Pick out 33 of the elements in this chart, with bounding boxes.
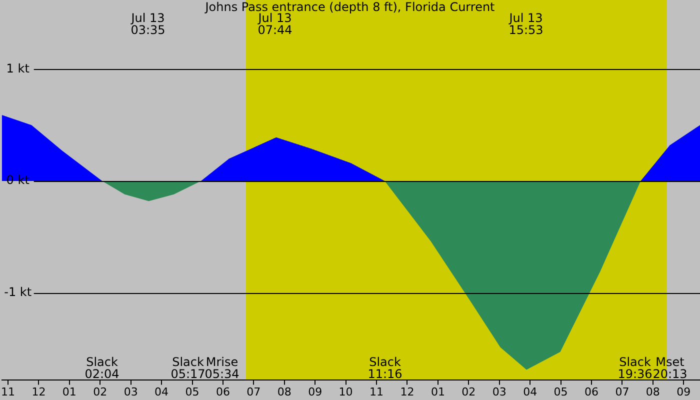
x-tick-label: 03	[124, 385, 138, 398]
annotation: Slack 02:04	[84, 354, 120, 381]
x-tick-label: 05	[185, 385, 200, 398]
x-tick-label: 09	[676, 385, 691, 398]
x-tick-label: 02	[93, 385, 108, 398]
x-tick-label: 06	[584, 385, 598, 398]
x-tick-label: 03	[492, 385, 506, 398]
x-tick-label: 04	[523, 385, 538, 398]
y-tick-label: -1 kt	[4, 284, 32, 299]
annotation: Jul 13 03:35	[130, 11, 166, 38]
x-tick-label: 07	[615, 385, 630, 398]
x-tick-label: 04	[154, 385, 169, 398]
x-tick-label: 08	[277, 385, 292, 398]
annotation: Mrise 05:34	[204, 354, 240, 381]
annotation: Jul 13 15:53	[508, 11, 544, 38]
annotation: Slack 19:36	[618, 354, 652, 381]
x-tick-label: 06	[216, 385, 230, 398]
x-tick-label: 01	[430, 385, 445, 398]
x-tick-label: 02	[462, 385, 476, 398]
y-tick-label: 1 kt	[6, 61, 30, 76]
x-tick-label: 01	[62, 385, 76, 398]
annotation: Slack 05:17	[170, 354, 206, 381]
annotation: Slack 11:16	[368, 354, 402, 381]
x-tick-label: 07	[246, 385, 261, 398]
x-tick-label: 08	[646, 385, 660, 398]
x-tick-label: 10	[338, 385, 353, 398]
x-tick-label: 12	[32, 385, 46, 398]
x-tick-label: 11	[370, 385, 384, 398]
annotation: Jul 13 07:44	[257, 11, 292, 38]
x-tick-label: 12	[400, 385, 414, 398]
x-tick-label: 05	[554, 385, 568, 398]
x-tick-label: 09	[308, 385, 322, 398]
x-tick-label: 11	[1, 385, 15, 398]
